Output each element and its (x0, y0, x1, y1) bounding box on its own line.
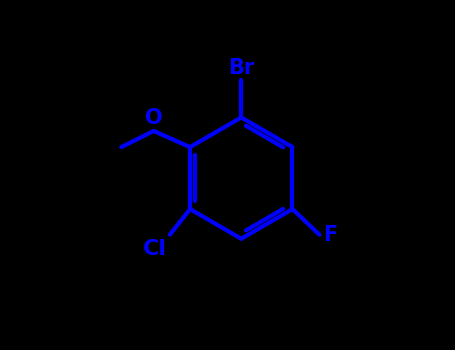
Text: Cl: Cl (143, 239, 167, 259)
Text: F: F (323, 225, 337, 245)
Text: O: O (145, 108, 162, 128)
Text: Br: Br (228, 58, 254, 78)
